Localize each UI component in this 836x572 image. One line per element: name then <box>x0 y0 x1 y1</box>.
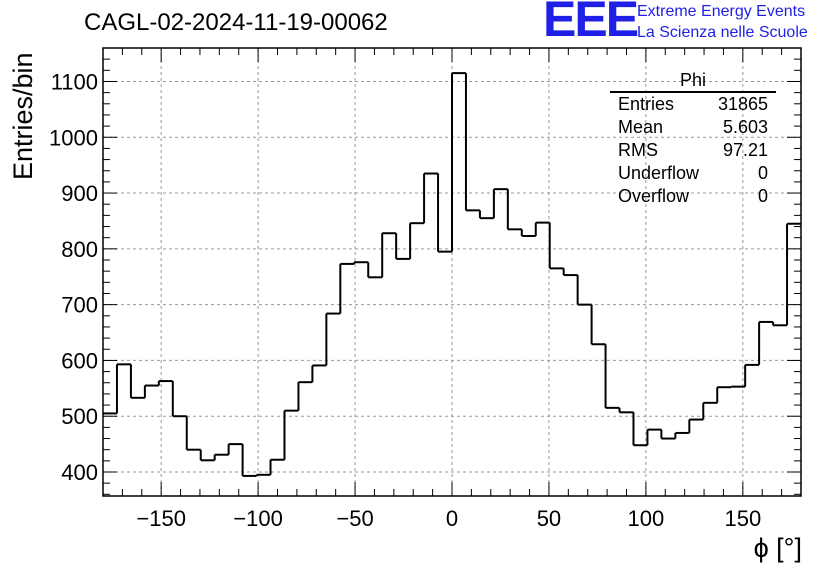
stats-row-entries: Entries 31865 <box>610 93 776 116</box>
stats-row-underflow: Underflow 0 <box>610 162 776 185</box>
y-tick-label: 1100 <box>51 69 98 94</box>
y-tick-label: 800 <box>61 237 98 262</box>
x-tick-label: −150 <box>136 506 186 531</box>
y-tick-label: 900 <box>61 181 98 206</box>
x-axis-label: ϕ [°] <box>753 533 802 563</box>
stats-value: 5.603 <box>722 117 768 137</box>
stats-value: 0 <box>757 186 768 206</box>
x-tick-label: 0 <box>446 506 458 531</box>
stats-label: Underflow <box>618 163 700 183</box>
stats-row-rms: RMS 97.21 <box>610 139 776 162</box>
logo-line-2: La Scienza nelle Scuole <box>637 24 808 41</box>
y-tick-label: 500 <box>61 404 98 429</box>
stats-title: Phi <box>610 70 776 93</box>
stats-value: 0 <box>757 163 768 183</box>
y-tick-label: 600 <box>61 348 98 373</box>
x-tick-label: 50 <box>537 506 561 531</box>
y-tick-label: 400 <box>61 460 98 485</box>
stats-row-overflow: Overflow 0 <box>610 185 776 208</box>
stats-row-mean: Mean 5.603 <box>610 116 776 139</box>
x-tick-label: −100 <box>233 506 283 531</box>
logo-line-1: Extreme Energy Events <box>637 3 806 20</box>
y-tick-label: 1000 <box>49 125 98 150</box>
stats-box: Phi Entries 31865 Mean 5.603 RMS 97.21 U… <box>610 70 776 208</box>
stats-value: 31865 <box>717 94 768 114</box>
y-tick-label: 700 <box>61 293 98 318</box>
x-tick-label: −50 <box>336 506 373 531</box>
x-tick-label: 100 <box>628 506 665 531</box>
y-axis-label: Entries/bin <box>8 52 38 180</box>
eee-logo: EEE <box>543 0 639 47</box>
chart-title: CAGL-02-2024-11-19-00062 <box>84 9 388 36</box>
stats-value: 97.21 <box>722 140 768 160</box>
stats-label: Mean <box>618 117 664 137</box>
stats-label: Overflow <box>618 186 690 206</box>
stats-label: RMS <box>618 140 658 160</box>
x-tick-label: 150 <box>724 506 761 531</box>
stats-label: Entries <box>618 94 675 114</box>
